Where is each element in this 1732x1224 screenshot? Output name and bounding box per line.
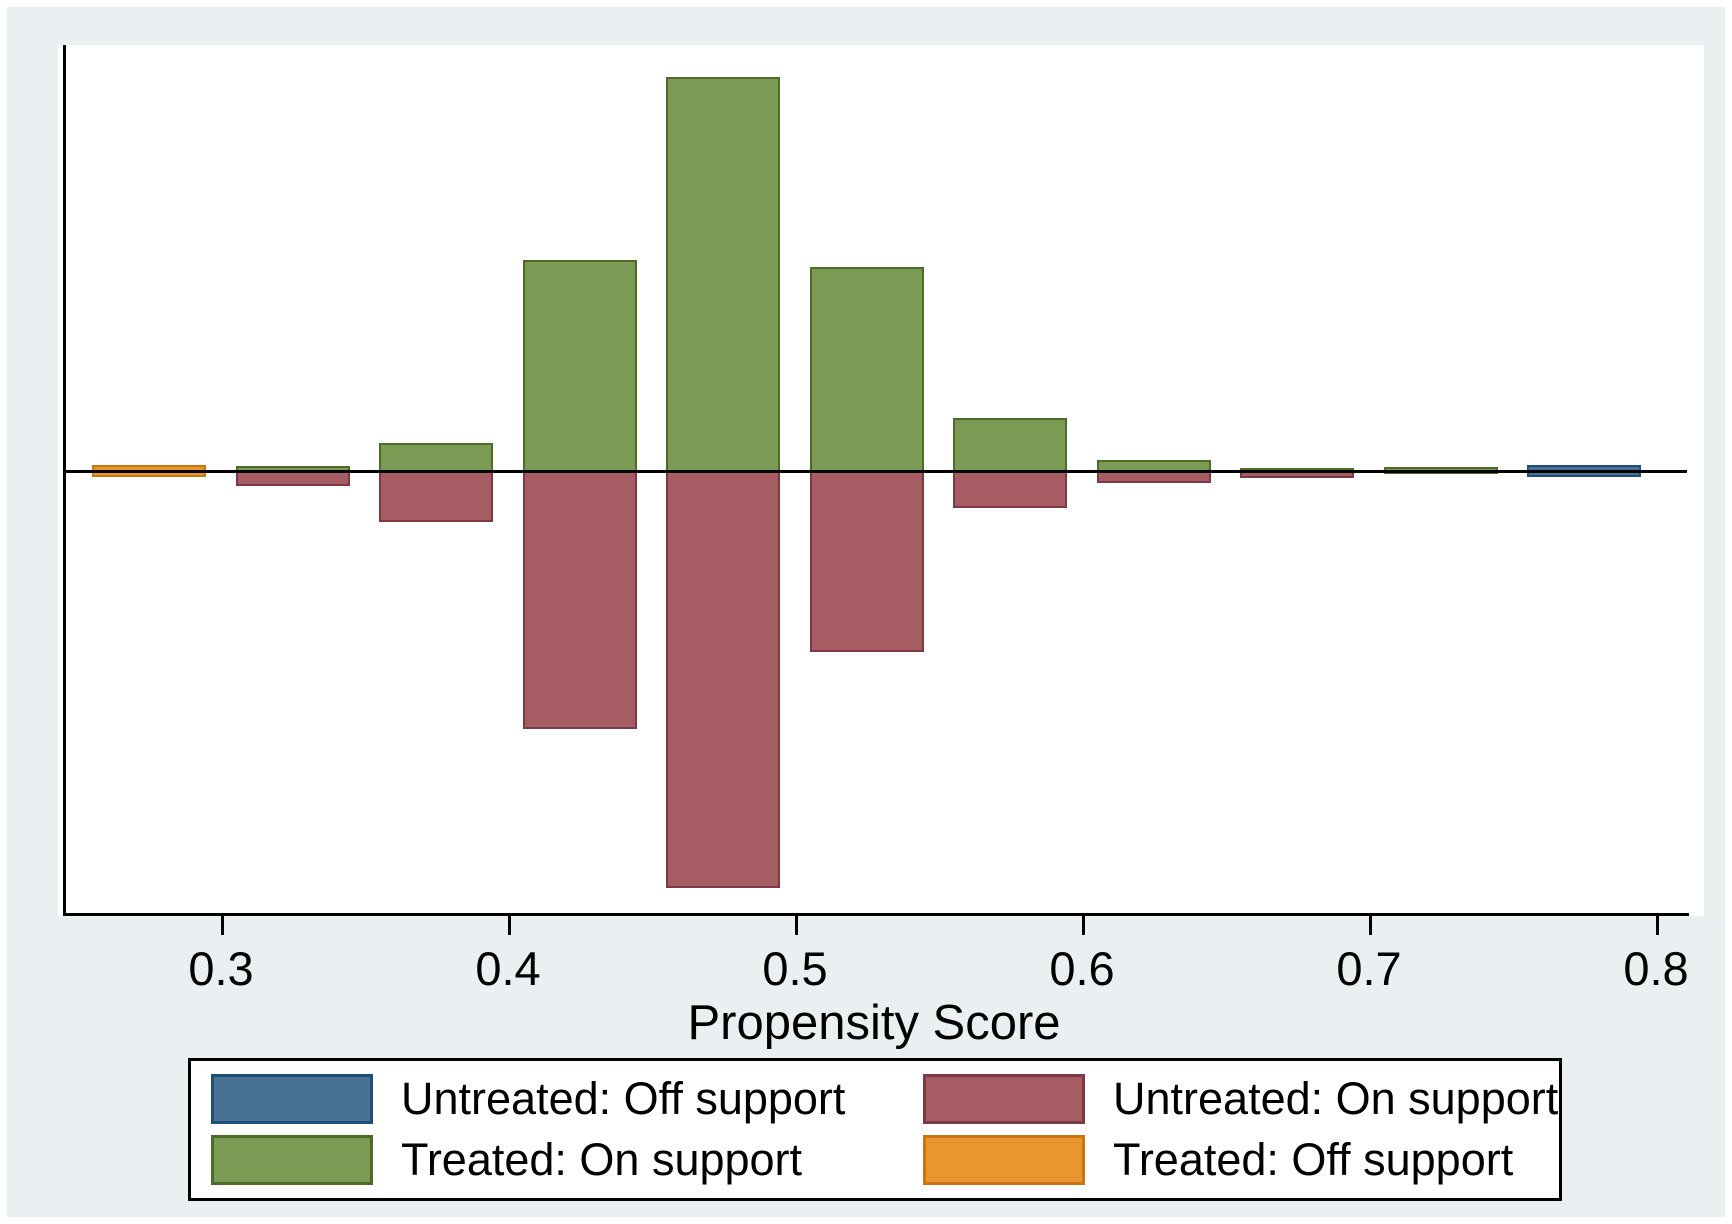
bar-treated-on-0.575 (953, 418, 1067, 474)
legend-swatch-treated-on-icon (211, 1134, 373, 1185)
x-tick-label-0.3: 0.3 (188, 942, 254, 995)
graph-background: 0.3 0.4 0.5 0.6 0.7 0.8 Propensity Score Untr… (7, 7, 1725, 1217)
bar-untreated-on-0.525 (810, 471, 924, 652)
legend: Untreated: Off support Untreated: On sup… (188, 1058, 1562, 1201)
legend-swatch-untreated-off-icon (211, 1074, 373, 1125)
x-tick-0.6 (1082, 913, 1085, 935)
legend-swatch-treated-off-icon (923, 1134, 1085, 1185)
x-tick-0.8 (1656, 913, 1659, 935)
bar-treated-on-0.375 (379, 443, 493, 474)
x-tick-0.3 (221, 913, 224, 935)
bar-untreated-on-0.475 (666, 471, 780, 888)
axis-frame (63, 45, 1689, 916)
legend-label: Untreated: On support (1113, 1073, 1559, 1125)
bar-untreated-on-0.575 (953, 471, 1067, 508)
x-tick-label-0.4: 0.4 (475, 942, 541, 995)
legend-label: Untreated: Off support (401, 1073, 846, 1125)
x-tick-label-0.5: 0.5 (762, 942, 828, 995)
x-tick-label-0.8: 0.8 (1623, 942, 1689, 995)
x-tick-0.4 (508, 913, 511, 935)
legend-label: Treated: Off support (1113, 1133, 1514, 1185)
legend-item-treated-off: Treated: Off support (923, 1134, 1559, 1186)
legend-item-treated-on: Treated: On support (211, 1134, 923, 1186)
x-tick-0.7 (1369, 913, 1372, 935)
x-axis-title: Propensity Score (687, 996, 1061, 1050)
bar-untreated-on-0.425 (523, 471, 637, 729)
x-tick-label-0.7: 0.7 (1336, 942, 1402, 995)
x-tick-label-0.6: 0.6 (1049, 942, 1115, 995)
legend-item-untreated-on: Untreated: On support (923, 1073, 1559, 1125)
bar-treated-on-0.525 (810, 267, 924, 474)
legend-label: Treated: On support (401, 1133, 803, 1185)
legend-swatch-untreated-on-icon (923, 1074, 1085, 1125)
zero-line (64, 470, 1687, 473)
x-tick-0.5 (795, 913, 798, 935)
bar-treated-on-0.475 (666, 77, 780, 474)
bar-treated-on-0.425 (523, 260, 637, 474)
legend-item-untreated-off: Untreated: Off support (211, 1073, 923, 1125)
